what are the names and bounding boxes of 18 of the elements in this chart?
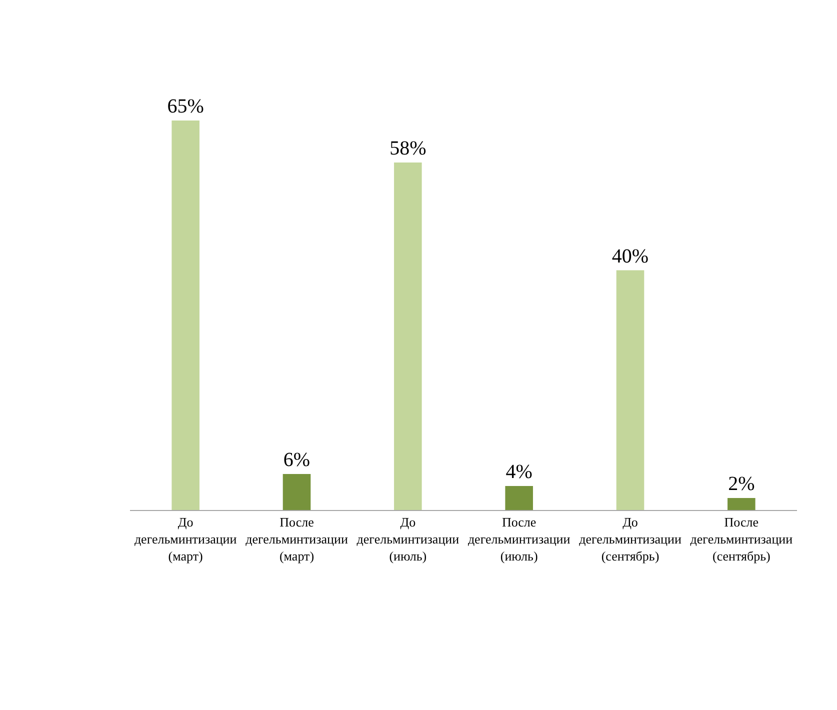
- bar: [394, 162, 422, 510]
- data-label: 58%: [390, 137, 426, 160]
- x-tick-label: До дегельминтизации (март): [134, 514, 237, 564]
- x-tick-label: После дегельминтизации (март): [246, 514, 348, 564]
- x-tick-label: До дегельминтизации (июль): [356, 514, 460, 564]
- bar: [172, 120, 200, 510]
- data-label: 40%: [612, 245, 649, 268]
- x-tick-label: После дегельминтизации (сентябрь): [690, 514, 793, 564]
- data-label: 2%: [728, 473, 755, 496]
- bar: [505, 486, 533, 510]
- x-tick-label: До дегельминтизации (сентябрь): [579, 514, 682, 564]
- data-label: 6%: [283, 449, 310, 472]
- bar: [728, 498, 756, 510]
- bar: [282, 474, 311, 510]
- x-tick-label: После дегельминтизации (июль): [468, 514, 570, 564]
- bar: [616, 270, 644, 510]
- data-label: 4%: [506, 461, 532, 484]
- data-label: 65%: [167, 96, 204, 118]
